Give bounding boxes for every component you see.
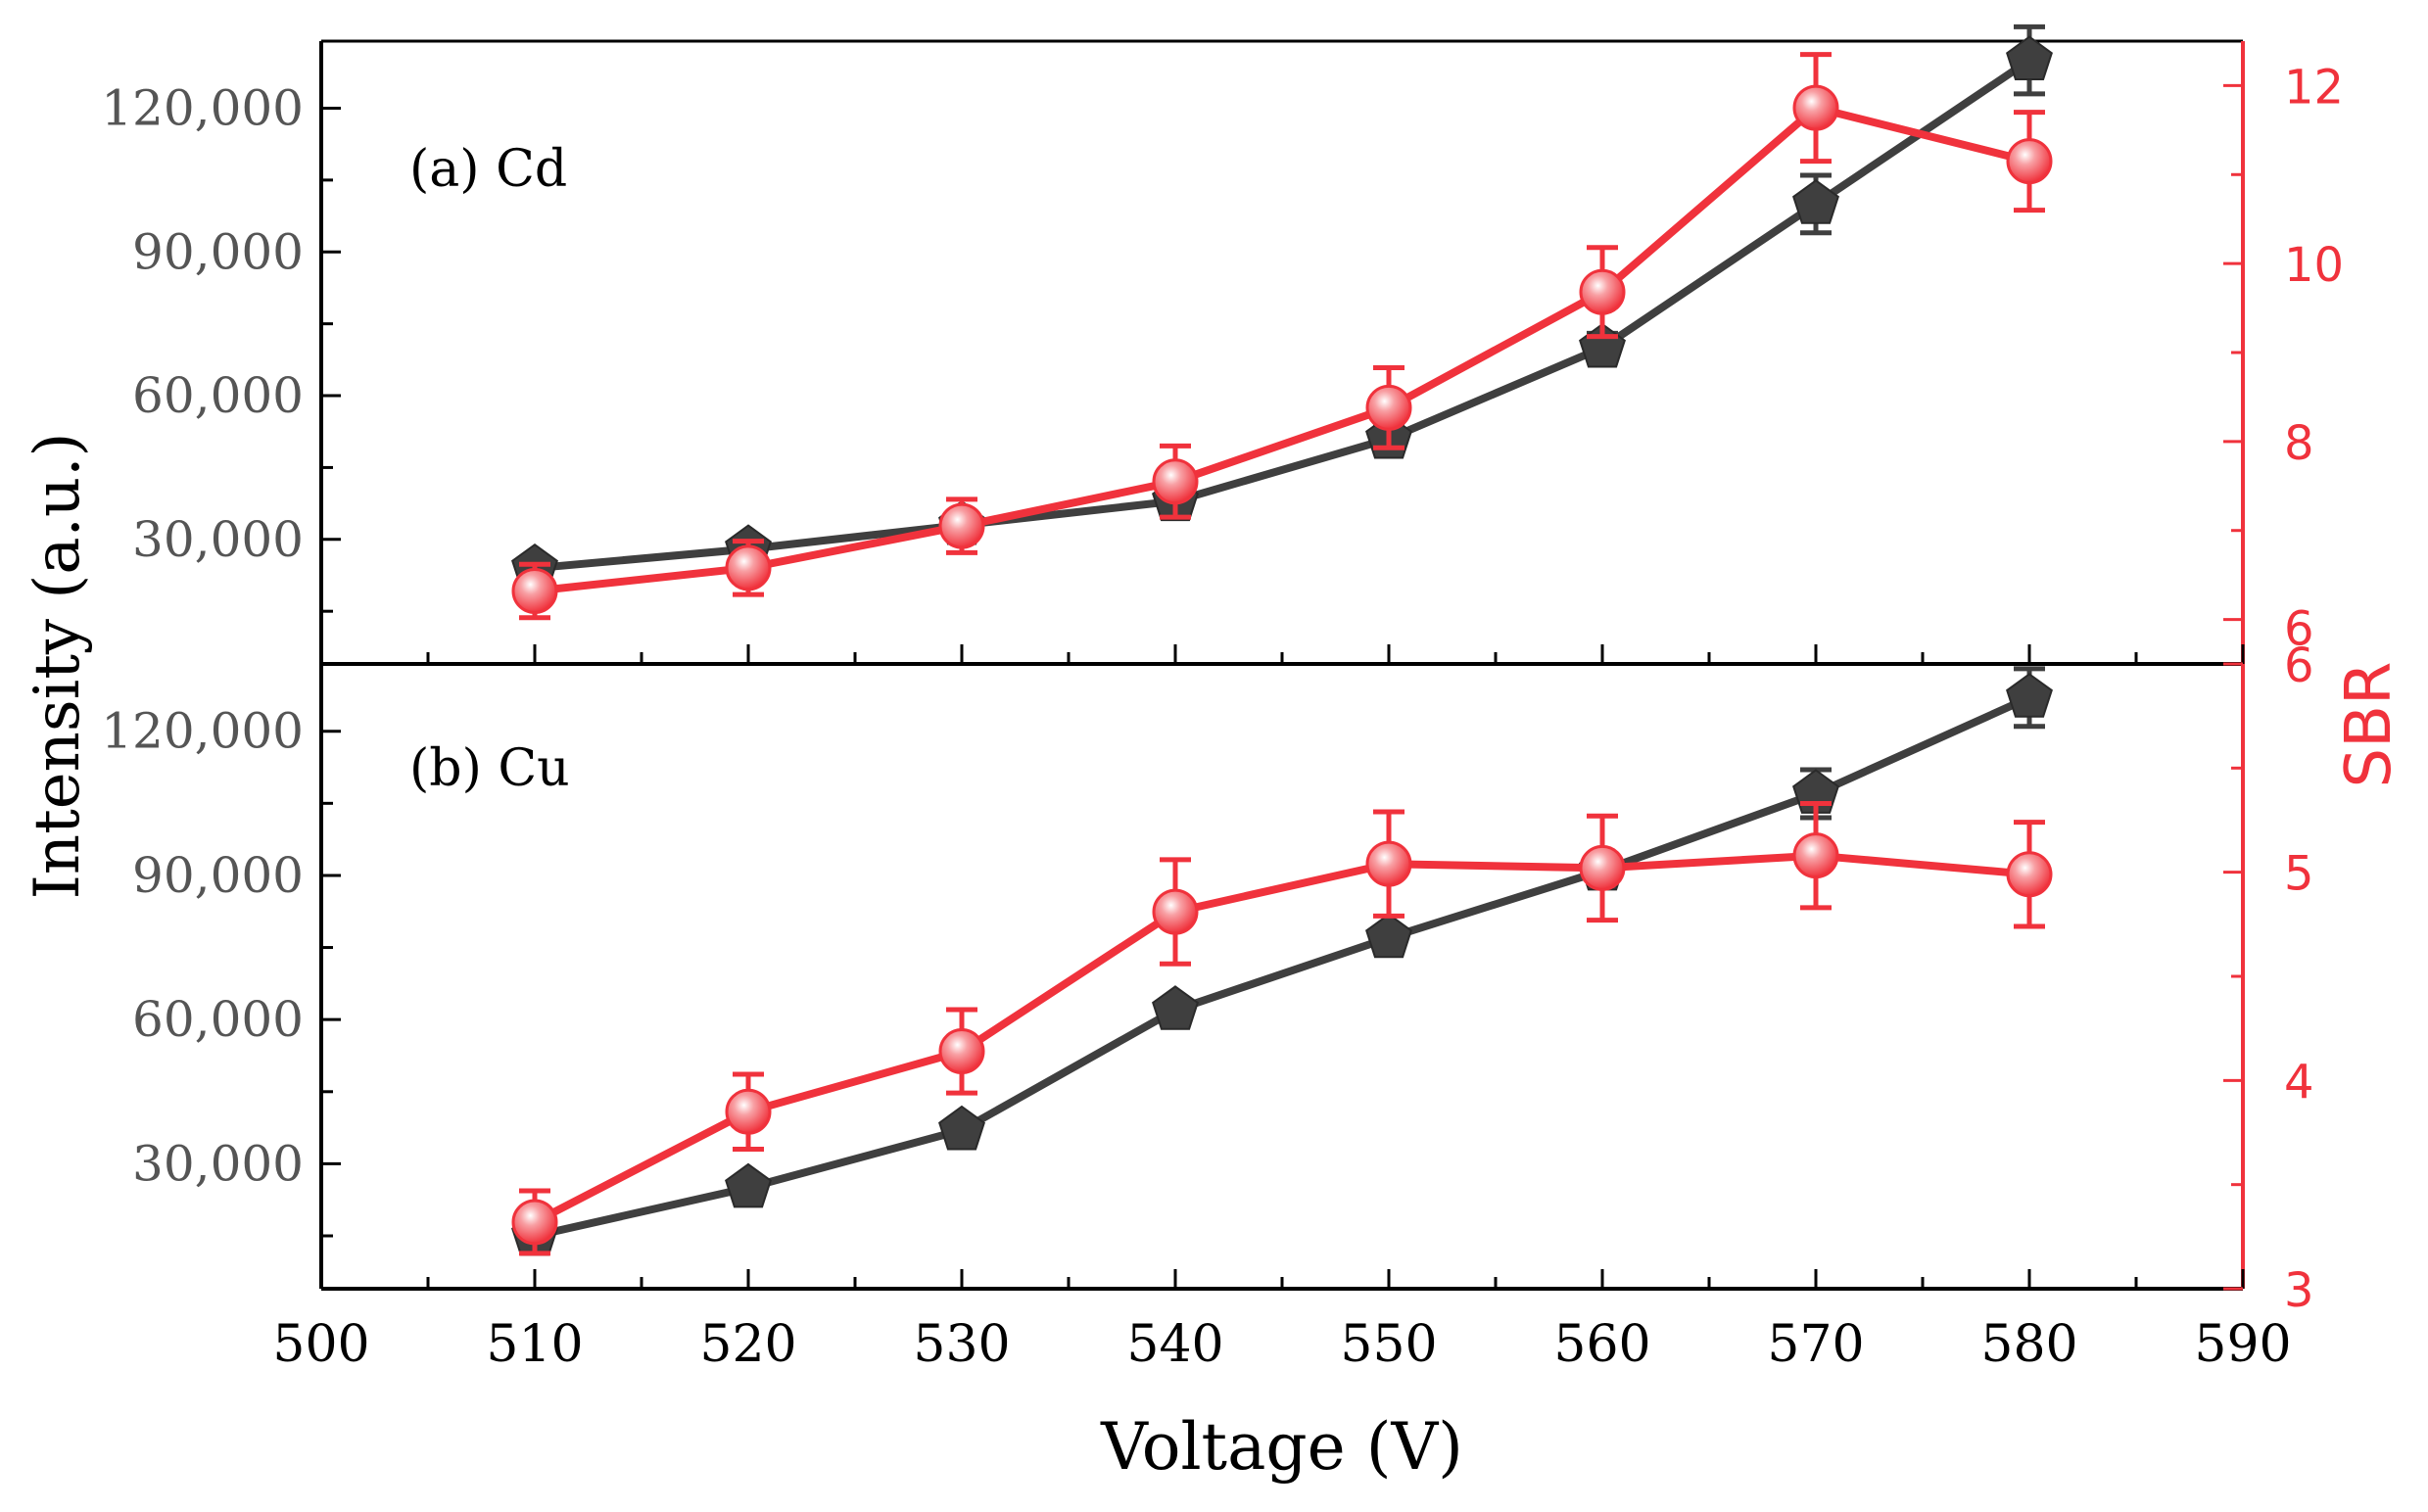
series-intensity — [511, 666, 2053, 1256]
right-y-tick-label: 4 — [2284, 1055, 2314, 1110]
left-y-tick-label: 90,000 — [132, 223, 304, 280]
x-tick-label: 520 — [699, 1315, 796, 1374]
series-sbr — [511, 800, 2053, 1256]
right-y-axis-title: SBR — [2333, 662, 2405, 788]
right-y-tick-label: 8 — [2284, 416, 2314, 471]
left-y-tick-label: 60,000 — [132, 367, 304, 424]
series-sbr — [511, 52, 2053, 621]
right-y-tick-label: 6 — [2284, 602, 2314, 657]
left-y-tick-label: 90,000 — [132, 847, 304, 904]
sbr-point — [2006, 138, 2053, 185]
sbr-point — [2006, 851, 2053, 898]
sbr-point — [511, 1199, 558, 1246]
series-line — [534, 693, 2031, 1240]
series-line — [533, 851, 2030, 1226]
right-y-tick-label: 5 — [2284, 847, 2314, 902]
x-tick-label: 580 — [1980, 1315, 2077, 1374]
intensity-point — [1792, 179, 1839, 224]
series-line — [534, 57, 2032, 573]
left-y-tick-label: 30,000 — [132, 1135, 304, 1192]
left-y-axis-title: Intensity (a.u.) — [22, 433, 94, 900]
sbr-point — [1365, 384, 1412, 431]
sbr-point — [1792, 832, 1839, 879]
left-y-tick-label: 120,000 — [101, 703, 304, 760]
right-y-tick-label: 6 — [2284, 638, 2314, 693]
panel-b: 30,000 60,000 90,000 120,000 3 4 5 6 (b) Cu — [101, 638, 2313, 1318]
intensity-point — [1365, 913, 1412, 959]
intensity-point — [725, 1162, 772, 1208]
sbr-point — [725, 1088, 772, 1135]
intensity-point — [2006, 35, 2053, 80]
right-y-tick-label: 10 — [2284, 238, 2344, 293]
panel-a: 30,000 60,000 90,000 120,000 6 8 10 12 (a) Cd — [101, 24, 2344, 666]
sbr-point — [511, 567, 558, 614]
x-tick-label: 540 — [1126, 1315, 1223, 1374]
intensity-point — [2006, 673, 2053, 718]
intensity-point — [938, 1105, 985, 1151]
sbr-point — [1365, 840, 1412, 887]
x-tick-label: 530 — [913, 1315, 1010, 1374]
x-tick-label: 590 — [2194, 1315, 2291, 1374]
sbr-point — [1152, 458, 1199, 505]
left-y-tick-label: 30,000 — [132, 511, 304, 568]
right-y-tick-label: 12 — [2284, 60, 2344, 115]
x-tick-label: 500 — [272, 1315, 369, 1374]
right-y-tick-label: 3 — [2284, 1263, 2314, 1318]
x-tick-label: 510 — [486, 1315, 583, 1374]
sbr-point — [725, 544, 772, 591]
sbr-point — [1579, 268, 1626, 315]
intensity-point — [1152, 985, 1199, 1030]
left-y-tick-label: 120,000 — [101, 79, 304, 136]
panel-label: (b) Cu — [409, 739, 570, 798]
x-axis-labels: 500 510 520 530 540 550 560 570 580 590 — [272, 1315, 2291, 1374]
panel-label: (a) Cd — [409, 140, 567, 199]
sbr-point — [1152, 888, 1199, 935]
sbr-point — [938, 1028, 985, 1075]
x-axis-title: Voltage (V) — [1100, 1409, 1463, 1485]
left-y-tick-label: 60,000 — [132, 991, 304, 1048]
x-tick-label: 560 — [1553, 1315, 1650, 1374]
sbr-point — [1579, 844, 1626, 891]
x-tick-label: 550 — [1340, 1315, 1437, 1374]
x-tick-label: 570 — [1767, 1315, 1864, 1374]
sbr-point — [1792, 84, 1839, 131]
series-line — [534, 104, 2030, 595]
sbr-point — [938, 502, 985, 549]
